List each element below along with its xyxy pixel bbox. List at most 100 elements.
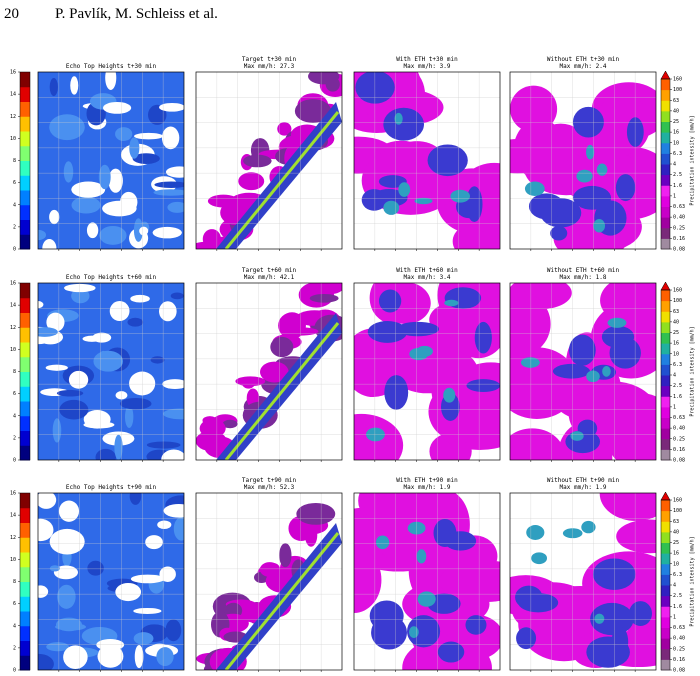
colorbar-segment — [20, 507, 30, 523]
rain-patch — [550, 226, 568, 241]
colorbar-segment — [20, 522, 30, 538]
colorbar-tick-label: 0.63 — [673, 625, 685, 631]
echo-patch — [157, 520, 172, 530]
rain-patch — [466, 379, 500, 393]
colorbar-label: Precipitation intensity [mm/h] — [690, 115, 696, 205]
colorbar-tick-label: 0.63 — [673, 415, 685, 421]
colorbar-segment — [661, 553, 670, 565]
colorbar-tick-label: 40 — [673, 319, 679, 325]
precip-colorbar: 0.08 0.16 0.25 0.40 0.63 1 1.6 2.5 4 6.3 10 16 25 40 6… — [660, 70, 696, 253]
colorbar-segment — [661, 385, 670, 397]
echo-patch — [52, 418, 62, 443]
panel-title: Target t+30 min — [242, 56, 297, 63]
rain-band — [216, 523, 342, 670]
panel-title: Without ETH t+30 min — [547, 56, 620, 63]
colorbar-segment — [20, 342, 30, 358]
colorbar-tick-label: 10 — [10, 136, 16, 142]
colorbar-segment — [20, 204, 30, 220]
echo-patch — [146, 441, 181, 449]
map-panel: Echo Top Heights t+90 min — [37, 484, 185, 672]
colorbar-segment — [20, 581, 30, 597]
colorbar-segment — [661, 638, 670, 650]
rain-patch — [590, 602, 634, 636]
rain-core — [576, 169, 593, 183]
rain-patch — [199, 419, 226, 438]
colorbar-tick-label: 10 — [673, 140, 679, 146]
panel-title: With ETH t+60 min — [396, 267, 458, 274]
colorbar-segment — [661, 142, 670, 154]
colorbar-extend — [660, 491, 671, 501]
colorbar-tick-label: 100 — [673, 508, 682, 514]
rain-patch — [296, 502, 336, 525]
precip-colorbar: 0.08 0.16 0.25 0.40 0.63 1 1.6 2.5 4 6.3 10 16 25 40 6… — [660, 281, 696, 464]
echo-patch — [57, 584, 76, 609]
echo-patch — [167, 201, 184, 213]
colorbar-tick-label: 10 — [10, 347, 16, 353]
colorbar-tick-label: 8 — [13, 579, 16, 585]
colorbar-segment — [20, 145, 30, 161]
colorbar-tick-label: 160 — [673, 498, 682, 504]
colorbar-segment — [661, 110, 670, 122]
colorbar-segment — [20, 537, 30, 553]
echo-patch — [68, 370, 89, 389]
echo-patch — [58, 500, 80, 522]
map-image — [196, 283, 342, 460]
colorbar-tick-label: 0.63 — [673, 204, 685, 210]
rain-core — [593, 219, 606, 233]
map-panel: Echo Top Heights t+60 min — [37, 274, 185, 462]
colorbar-segment — [661, 659, 670, 671]
panel-title: Max mm/h: 3.9 — [404, 63, 451, 70]
echo-patch — [55, 623, 87, 631]
echo-patch — [153, 189, 184, 196]
colorbar-segment — [661, 531, 670, 543]
rain-patch — [384, 375, 409, 410]
colorbar-segment — [20, 430, 30, 446]
rain-core — [596, 163, 608, 176]
colorbar-tick-label: 4 — [673, 373, 676, 379]
echo-patch — [38, 653, 54, 670]
eth-colorbar: 0 2 4 6 8 10 12 14 16 — [10, 281, 31, 464]
colorbar-segment — [20, 401, 30, 417]
map-image — [38, 72, 184, 249]
colorbar-segment — [20, 611, 30, 627]
colorbar-tick-label: 1 — [673, 404, 676, 410]
colorbar-tick-label: 0.08 — [673, 247, 685, 253]
rain-core — [581, 520, 596, 534]
colorbar-extend — [660, 70, 671, 80]
rain-core — [526, 525, 545, 540]
panel-frame — [509, 282, 657, 461]
colorbar-segment — [20, 552, 30, 568]
rain-patch — [238, 172, 265, 191]
echo-patch — [63, 645, 88, 669]
echo-patch — [119, 397, 152, 410]
colorbar-tick-label: 6 — [13, 180, 16, 186]
colorbar-segment — [20, 190, 30, 206]
rain-patch — [513, 119, 566, 180]
map-image — [354, 72, 500, 249]
echo-patch — [165, 619, 182, 642]
rain-core — [586, 370, 600, 383]
rain-core — [520, 357, 540, 368]
rain-patch — [354, 547, 382, 613]
rain-core — [414, 197, 433, 205]
colorbar-segment — [20, 160, 30, 176]
colorbar-tick-label: 160 — [673, 288, 682, 294]
colorbar-segment — [20, 640, 30, 656]
colorbar-segment — [661, 563, 670, 575]
colorbar-segment — [661, 428, 670, 440]
rain-core — [594, 613, 605, 624]
rain-patch — [577, 419, 598, 438]
colorbar-segment — [661, 121, 670, 133]
colorbar-segment — [661, 396, 670, 408]
panel-title: Echo Top Heights t+90 min — [66, 484, 157, 491]
colorbar-tick-label: 14 — [10, 513, 16, 519]
colorbar-tick-label: 14 — [10, 92, 16, 98]
colorbar-tick-label: 25 — [673, 540, 679, 546]
panel-title: With ETH t+90 min — [396, 477, 458, 484]
colorbar-segment — [20, 297, 30, 313]
colorbar-segment — [661, 79, 670, 91]
rain-patch — [439, 560, 500, 603]
colorbar-segment — [661, 438, 670, 450]
colorbar-segment — [661, 153, 670, 165]
